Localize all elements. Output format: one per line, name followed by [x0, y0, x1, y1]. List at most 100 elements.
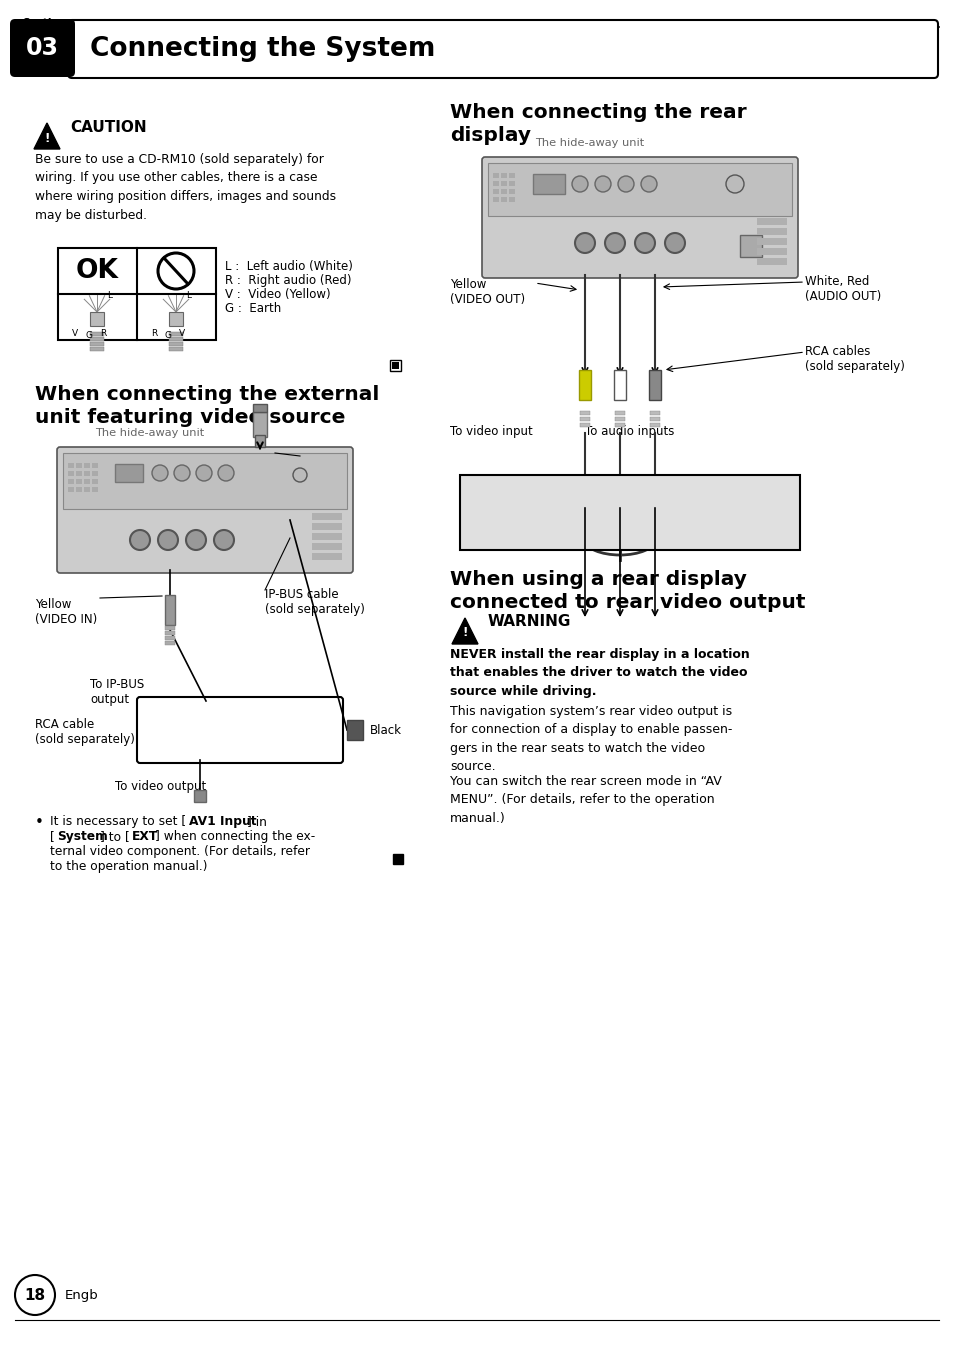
Bar	[76, 479, 82, 484]
Text: When using a rear display
connected to rear video output: When using a rear display connected to r…	[450, 571, 804, 611]
Text: When connecting the external
unit featuring video source: When connecting the external unit featur…	[35, 385, 379, 427]
Bar	[500, 173, 506, 178]
Text: L :  Left audio (White): L : Left audio (White)	[225, 260, 353, 273]
Text: G: G	[86, 331, 92, 341]
Text: 18: 18	[25, 1287, 46, 1302]
Bar	[90, 347, 104, 352]
Bar	[165, 595, 174, 625]
Circle shape	[635, 233, 655, 253]
Bar	[90, 337, 104, 341]
Bar	[68, 479, 74, 484]
Text: V :  Video (Yellow): V : Video (Yellow)	[225, 288, 331, 301]
Bar	[393, 854, 402, 864]
Text: To IP-BUS
output: To IP-BUS output	[90, 677, 144, 706]
Bar	[165, 635, 174, 639]
Text: WARNING: WARNING	[488, 615, 571, 630]
Circle shape	[158, 253, 193, 289]
Bar	[488, 164, 791, 216]
Bar	[58, 247, 215, 339]
Bar	[312, 523, 341, 530]
Text: EXT: EXT	[132, 830, 158, 844]
Circle shape	[152, 465, 168, 481]
Bar	[253, 404, 267, 412]
Bar	[312, 544, 341, 550]
Bar	[615, 423, 624, 427]
Text: L: L	[186, 292, 191, 300]
Text: Blue: Blue	[305, 449, 331, 462]
Bar	[509, 181, 515, 187]
Text: Section: Section	[22, 18, 66, 28]
Bar	[500, 181, 506, 187]
Text: RCA cable
(sold separately): RCA cable (sold separately)	[35, 718, 134, 746]
Text: Engb: Engb	[65, 1288, 99, 1302]
Bar	[493, 173, 498, 178]
Text: The hide-away unit: The hide-away unit	[535, 138, 643, 147]
Circle shape	[15, 1275, 55, 1315]
Polygon shape	[452, 618, 477, 644]
Bar	[614, 370, 625, 400]
Bar	[165, 641, 174, 645]
Bar	[63, 453, 347, 508]
Text: IP-BUS cable
(sold separately): IP-BUS cable (sold separately)	[265, 588, 364, 617]
Text: RCA cables
(sold separately): RCA cables (sold separately)	[804, 345, 904, 373]
Bar	[578, 370, 590, 400]
Bar	[493, 189, 498, 193]
Bar	[757, 247, 786, 256]
Bar	[76, 462, 82, 468]
Bar	[390, 360, 400, 370]
Bar	[90, 333, 104, 337]
Bar	[76, 487, 82, 492]
Bar	[509, 197, 515, 201]
Text: Pioneer external unit
(sold separately): Pioneer external unit (sold separately)	[180, 719, 299, 741]
Text: •: •	[35, 815, 44, 830]
Text: ] in: ] in	[247, 815, 267, 827]
Bar	[169, 337, 183, 341]
Text: G :  Earth: G : Earth	[225, 301, 281, 315]
Bar	[740, 235, 761, 257]
FancyBboxPatch shape	[481, 157, 797, 279]
Circle shape	[664, 233, 684, 253]
Bar	[91, 479, 98, 484]
Bar	[84, 479, 90, 484]
Bar	[90, 312, 104, 326]
Text: CAUTION: CAUTION	[70, 120, 147, 135]
Text: L: L	[107, 292, 112, 300]
Bar	[169, 347, 183, 352]
Circle shape	[173, 465, 190, 481]
Circle shape	[293, 468, 307, 483]
Bar	[757, 258, 786, 265]
Text: to the operation manual.): to the operation manual.)	[50, 860, 208, 873]
Bar	[648, 370, 660, 400]
Bar	[169, 312, 183, 326]
Bar	[193, 790, 206, 802]
Text: Rear display with
RCA input jacks: Rear display with RCA input jacks	[576, 498, 683, 526]
Circle shape	[595, 176, 610, 192]
Text: White, Red
(AUDIO OUT): White, Red (AUDIO OUT)	[804, 274, 881, 303]
Bar	[68, 487, 74, 492]
Bar	[312, 533, 341, 539]
Bar	[253, 412, 267, 437]
Text: The hide-away unit: The hide-away unit	[95, 429, 204, 438]
Circle shape	[618, 176, 634, 192]
Bar	[533, 174, 564, 193]
Text: You can switch the rear screen mode in “AV
MENU”. (For details, refer to the ope: You can switch the rear screen mode in “…	[450, 775, 721, 825]
Text: R: R	[151, 329, 157, 338]
Bar	[169, 333, 183, 337]
Text: R :  Right audio (Red): R : Right audio (Red)	[225, 274, 351, 287]
Bar	[459, 475, 800, 550]
Bar	[312, 512, 341, 521]
Bar	[68, 470, 74, 476]
Circle shape	[158, 530, 178, 550]
Bar	[68, 462, 74, 468]
Bar	[165, 631, 174, 635]
Text: Black: Black	[370, 723, 401, 737]
Text: System: System	[57, 830, 108, 844]
Text: !: !	[44, 131, 50, 145]
Bar	[347, 721, 363, 740]
Bar	[757, 228, 786, 235]
Text: To video input: To video input	[450, 425, 532, 438]
Circle shape	[213, 530, 233, 550]
Text: To audio inputs: To audio inputs	[584, 425, 674, 438]
Circle shape	[218, 465, 233, 481]
Bar	[493, 181, 498, 187]
